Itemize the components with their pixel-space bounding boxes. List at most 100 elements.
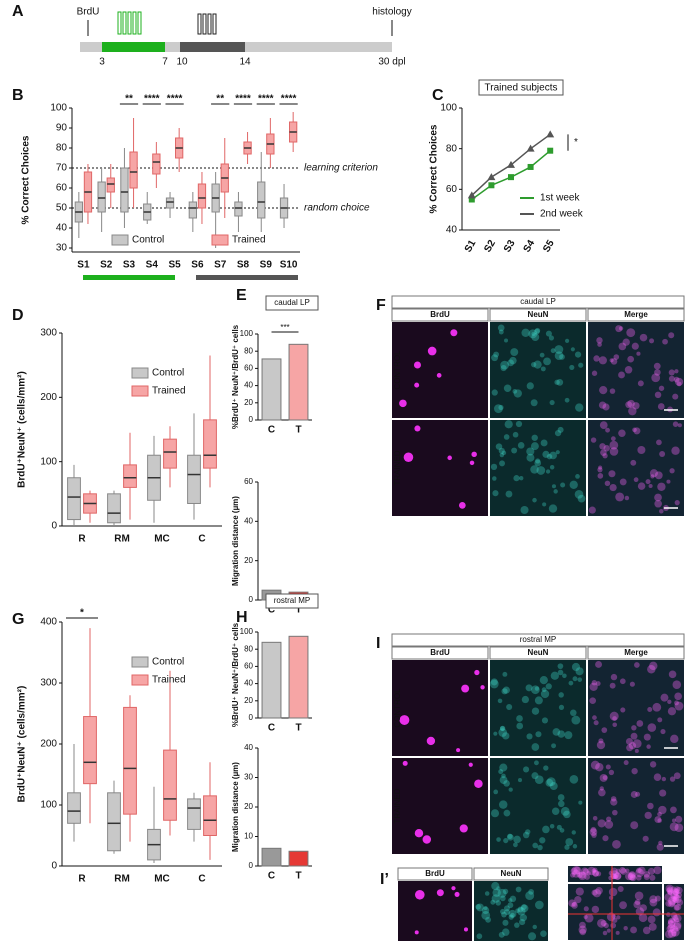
y-tick-label: 100 xyxy=(40,800,57,811)
y-tick-label: 300 xyxy=(40,328,57,339)
cell xyxy=(504,420,513,429)
cell xyxy=(616,915,621,920)
box xyxy=(152,153,161,175)
cell xyxy=(542,450,550,458)
cell xyxy=(558,800,565,808)
legend-label: 2nd week xyxy=(540,209,584,220)
cell xyxy=(570,347,575,352)
y-tick-label: 50 xyxy=(56,203,68,214)
title-box xyxy=(478,79,564,96)
marker xyxy=(487,173,496,181)
cell xyxy=(676,899,684,906)
cell xyxy=(578,871,587,881)
cell xyxy=(627,873,635,881)
x-tick-label: S3 xyxy=(502,238,518,254)
cell xyxy=(648,922,657,931)
channel-label: NeuN xyxy=(501,869,522,878)
cell xyxy=(500,908,506,915)
cell xyxy=(493,351,500,358)
cell xyxy=(609,440,619,450)
cell xyxy=(504,909,510,915)
cell xyxy=(592,888,602,898)
significance: ** xyxy=(125,94,133,105)
cell xyxy=(577,494,586,503)
cell xyxy=(497,888,507,898)
cell xyxy=(469,460,475,466)
panel-letter: C xyxy=(432,87,444,104)
cell xyxy=(612,917,618,923)
cell xyxy=(525,891,535,901)
cell xyxy=(671,931,677,937)
cell xyxy=(560,806,570,816)
cell xyxy=(615,930,620,935)
cell xyxy=(548,504,558,513)
cell xyxy=(530,442,539,451)
cell xyxy=(635,874,642,881)
cell xyxy=(660,693,669,702)
cell xyxy=(489,679,499,689)
x-tick-label: S1 xyxy=(77,260,90,271)
cell xyxy=(661,776,667,782)
cell xyxy=(495,443,503,450)
cell xyxy=(498,447,505,454)
cell xyxy=(631,725,637,731)
micrograph xyxy=(490,420,586,516)
region-box xyxy=(391,633,685,647)
cell xyxy=(596,740,606,750)
box xyxy=(234,201,243,217)
cell xyxy=(654,499,662,508)
cell xyxy=(599,385,608,395)
cell xyxy=(620,868,627,875)
cell xyxy=(499,763,508,772)
chart-title: Trained subjects xyxy=(485,83,558,94)
cell xyxy=(498,800,508,809)
cell xyxy=(638,866,646,875)
cell xyxy=(447,455,452,461)
cell xyxy=(531,772,539,780)
cell xyxy=(503,434,510,440)
cell xyxy=(643,733,651,741)
cell xyxy=(605,764,611,770)
cell xyxy=(517,906,524,913)
y-tick-label: 0 xyxy=(249,861,254,870)
cell xyxy=(554,379,560,385)
cell xyxy=(654,369,661,376)
cell xyxy=(508,787,513,792)
cell xyxy=(522,831,530,839)
cell xyxy=(669,776,676,782)
cell xyxy=(510,912,515,918)
y-tick-label: 20 xyxy=(244,696,253,705)
cell xyxy=(671,446,680,455)
cell xyxy=(666,479,671,484)
x-tick-label: T xyxy=(295,871,301,882)
legend-swatch xyxy=(131,674,149,686)
cell xyxy=(521,695,530,704)
cell xyxy=(564,731,573,740)
cell xyxy=(468,762,473,767)
cell xyxy=(646,744,651,749)
row-label: CONTROL xyxy=(393,350,402,390)
cell xyxy=(493,731,498,736)
cell xyxy=(597,918,606,928)
cell xyxy=(620,707,626,713)
cell xyxy=(605,427,610,433)
cell xyxy=(622,338,630,346)
cell xyxy=(490,678,498,686)
significance: * xyxy=(80,608,84,619)
cell xyxy=(613,354,620,360)
cell xyxy=(549,451,557,460)
panel-letter: D xyxy=(12,307,24,324)
cell xyxy=(657,811,662,817)
micrograph xyxy=(398,881,472,941)
day-label: 10 xyxy=(176,57,188,68)
cell xyxy=(526,382,534,390)
cell xyxy=(631,767,638,775)
cell xyxy=(500,365,507,372)
cell xyxy=(534,686,540,691)
cell xyxy=(542,502,547,507)
cell xyxy=(549,465,555,470)
cell xyxy=(630,821,639,830)
channel-header-box xyxy=(391,308,489,322)
cell xyxy=(532,842,539,849)
